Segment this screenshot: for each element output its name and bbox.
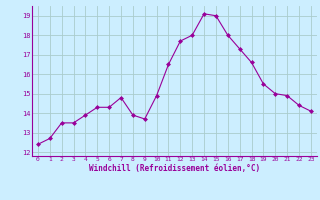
X-axis label: Windchill (Refroidissement éolien,°C): Windchill (Refroidissement éolien,°C) <box>89 164 260 173</box>
